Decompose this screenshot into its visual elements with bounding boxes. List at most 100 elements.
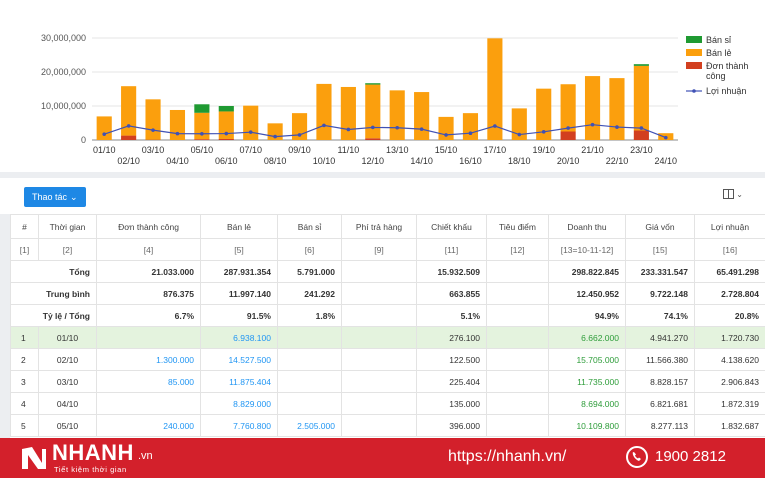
total-row: Tổng 21.033.000 287.931.354 5.791.000 15… bbox=[10, 260, 765, 283]
hotline-number[interactable]: 1900 2812 bbox=[655, 448, 726, 465]
profit-point bbox=[663, 135, 668, 140]
header-retail[interactable]: Bán lẻ bbox=[200, 214, 278, 239]
bar-segment bbox=[194, 139, 210, 140]
bar-segment bbox=[194, 112, 210, 140]
row-retail-link[interactable]: 11.875.404 bbox=[200, 370, 278, 393]
average-orders: 876.375 bbox=[96, 282, 201, 305]
row-points bbox=[486, 414, 549, 437]
header-successful-orders[interactable]: Đơn thành công bbox=[96, 214, 201, 239]
row-points bbox=[486, 326, 549, 349]
bar-segment bbox=[560, 131, 576, 140]
header-index[interactable]: # bbox=[10, 214, 39, 239]
row-index: 2 bbox=[10, 348, 39, 371]
chevron-down-icon: ⌄ bbox=[736, 189, 743, 199]
table-header-row: # Thời gian Đơn thành công Bán lẻ Bán sỉ… bbox=[10, 214, 765, 239]
bar-segment bbox=[365, 84, 381, 139]
table-row[interactable]: 4 04/10 8.829.000 135.000 8.694.000 6.82… bbox=[10, 392, 765, 415]
row-discount: 225.404 bbox=[416, 370, 487, 393]
colnum-cell: [13=10-11-12] bbox=[548, 238, 626, 261]
bar-segment bbox=[218, 106, 234, 112]
header-points-used[interactable]: Tiêu điểm bbox=[486, 214, 549, 239]
row-wholesale-link[interactable] bbox=[277, 370, 342, 393]
ratio-revenue: 94.9% bbox=[548, 304, 626, 327]
row-orders-link[interactable]: 240.000 bbox=[96, 414, 201, 437]
ratio-return-fee bbox=[341, 304, 417, 327]
profit-point bbox=[273, 134, 277, 139]
row-wholesale-link[interactable] bbox=[277, 326, 342, 349]
row-date: 02/10 bbox=[38, 348, 97, 371]
row-profit: 1.832.687 bbox=[694, 414, 765, 437]
header-wholesale[interactable]: Bán sỉ bbox=[277, 214, 342, 239]
colnum-cell: [9] bbox=[341, 238, 417, 261]
row-orders-link[interactable]: 1.300.000 bbox=[96, 348, 201, 371]
row-retail-link[interactable]: 8.829.000 bbox=[200, 392, 278, 415]
table-row[interactable]: 3 03/10 85.000 11.875.404 225.404 11.735… bbox=[10, 370, 765, 393]
row-wholesale-link[interactable] bbox=[277, 348, 342, 371]
legend-label: Đơn thành công bbox=[706, 61, 748, 81]
row-wholesale-link[interactable]: 2.505.000 bbox=[277, 414, 342, 437]
row-date: 01/10 bbox=[38, 326, 97, 349]
profit-point bbox=[370, 125, 375, 130]
profit-point bbox=[102, 132, 107, 136]
row-revenue: 11.735.000 bbox=[548, 370, 626, 393]
row-points bbox=[486, 370, 549, 393]
x-tick-label: 09/10 bbox=[288, 145, 311, 155]
actions-dropdown-button[interactable]: Thao tác ⌄ bbox=[24, 187, 86, 207]
x-tick-label: 22/10 bbox=[606, 156, 629, 166]
average-retail: 11.997.140 bbox=[200, 282, 278, 305]
row-index: 4 bbox=[10, 392, 39, 415]
profit-point bbox=[590, 122, 595, 127]
profit-point bbox=[444, 133, 448, 137]
row-revenue: 10.109.800 bbox=[548, 414, 626, 437]
website-link[interactable]: https://nhanh.vn/ bbox=[448, 448, 567, 465]
row-wholesale-link[interactable] bbox=[277, 392, 342, 415]
row-orders-link[interactable] bbox=[96, 392, 201, 415]
legend-swatch bbox=[686, 62, 702, 69]
bar-segment bbox=[316, 83, 332, 140]
ratio-orders: 6.7% bbox=[96, 304, 201, 327]
colnum-cell: [5] bbox=[200, 238, 278, 261]
table-row[interactable]: 2 02/10 1.300.000 14.527.500 122.500 15.… bbox=[10, 348, 765, 371]
bar-segment bbox=[609, 78, 625, 140]
y-tick-label: 0 bbox=[81, 135, 86, 145]
x-tick-label: 19/10 bbox=[532, 145, 555, 155]
profit-point bbox=[175, 131, 180, 136]
columns-toggle[interactable]: ⌄ bbox=[723, 189, 743, 199]
total-discount: 15.932.509 bbox=[416, 260, 487, 283]
bar-segment bbox=[145, 99, 161, 140]
actions-label: Thao tác bbox=[32, 192, 68, 202]
x-tick-label: 10/10 bbox=[313, 156, 336, 166]
row-retail-link[interactable]: 7.760.800 bbox=[200, 414, 278, 437]
phone-icon bbox=[626, 446, 648, 468]
colnum-cell: [15] bbox=[625, 238, 695, 261]
header-revenue[interactable]: Doanh thu bbox=[548, 214, 626, 239]
profit-point bbox=[248, 130, 253, 134]
header-cost[interactable]: Giá vốn bbox=[625, 214, 695, 239]
total-cost: 233.331.547 bbox=[625, 260, 695, 283]
colnum-cell: [16] bbox=[694, 238, 765, 261]
row-revenue: 15.705.000 bbox=[548, 348, 626, 371]
bar-segment bbox=[243, 105, 259, 140]
header-time[interactable]: Thời gian bbox=[38, 214, 97, 239]
row-retail-link[interactable]: 14.527.500 bbox=[200, 348, 278, 371]
average-label: Trung bình bbox=[10, 282, 97, 305]
profit-point bbox=[468, 131, 473, 135]
x-tick-label: 20/10 bbox=[557, 156, 580, 166]
bar-segment bbox=[511, 108, 527, 140]
row-return-fee bbox=[341, 370, 417, 393]
header-return-fee[interactable]: Phí trả hàng bbox=[341, 214, 417, 239]
bar-segment bbox=[389, 90, 405, 140]
row-points bbox=[486, 348, 549, 371]
table-row[interactable]: 1 01/10 6.938.100 276.100 6.662.000 4.94… bbox=[10, 326, 765, 349]
profit-point bbox=[346, 127, 351, 132]
header-discount[interactable]: Chiết khấu bbox=[416, 214, 487, 239]
bar-segment bbox=[462, 113, 479, 140]
x-tick-label: 14/10 bbox=[410, 156, 433, 166]
row-cost: 11.566.380 bbox=[625, 348, 695, 371]
row-orders-link[interactable] bbox=[96, 326, 201, 349]
header-profit[interactable]: Lợi nhuận bbox=[694, 214, 765, 239]
x-tick-label: 05/10 bbox=[191, 145, 214, 155]
table-row[interactable]: 5 05/10 240.000 7.760.800 2.505.000 396.… bbox=[10, 414, 765, 437]
row-orders-link[interactable]: 85.000 bbox=[96, 370, 201, 393]
row-retail-link[interactable]: 6.938.100 bbox=[200, 326, 278, 349]
